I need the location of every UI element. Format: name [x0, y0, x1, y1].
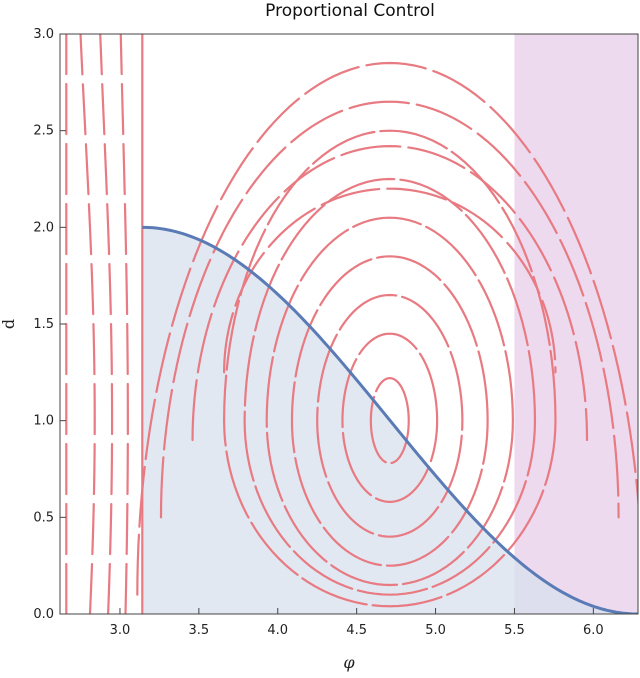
- x-tick-label-3: 4.5: [346, 623, 367, 638]
- y-axis-label: d: [0, 319, 18, 329]
- stream-arch-3: [136, 61, 638, 596]
- x-tick-label-6: 6.0: [583, 623, 604, 638]
- y-tick-label-4: 2.0: [33, 220, 54, 235]
- stream-orbit-0: [369, 377, 410, 465]
- plot-area: [65, 34, 638, 614]
- y-tick-label-0: 0.0: [33, 607, 54, 622]
- x-tick-label-0: 3.0: [110, 623, 131, 638]
- stream-orbit-6: [223, 129, 557, 608]
- stream-arch-0: [223, 187, 557, 374]
- x-axis: 3.0 3.5 4.0 4.5 5.0 5.5 6.0: [110, 608, 604, 638]
- y-tick-label-5: 2.5: [33, 124, 54, 139]
- x-axis-label: φ: [343, 653, 355, 672]
- y-tick-label-3: 1.5: [33, 317, 54, 332]
- stream-orbit-2: [316, 293, 464, 538]
- streamlines: [65, 34, 638, 614]
- x-tick-label-2: 4.0: [267, 623, 288, 638]
- stream-orbit-1: [341, 332, 439, 503]
- y-tick-label-1: 0.5: [33, 510, 54, 525]
- stream-orbit-5: [243, 177, 537, 596]
- region-band-upper: [514, 34, 638, 614]
- x-tick-label-5: 5.5: [504, 623, 525, 638]
- x-tick-label-4: 5.0: [425, 623, 446, 638]
- stream-orbit-3: [290, 255, 489, 567]
- y-axis: 0.0 0.5 1.0 1.5 2.0 2.5 3.0: [33, 27, 66, 622]
- stream-arch-1: [191, 145, 589, 442]
- stream-orbit-4: [265, 216, 514, 587]
- x-tick-label-1: 3.5: [189, 623, 210, 638]
- y-tick-label-6: 3.0: [33, 27, 54, 42]
- stream-left-1: [79, 34, 96, 614]
- boundary-curve: [142, 225, 638, 614]
- chart-title: Proportional Control: [265, 1, 435, 21]
- stream-arch-2: [159, 100, 620, 519]
- y-tick-label-2: 1.0: [33, 414, 54, 429]
- stream-left-2: [99, 34, 114, 614]
- stream-left-3: [119, 34, 129, 614]
